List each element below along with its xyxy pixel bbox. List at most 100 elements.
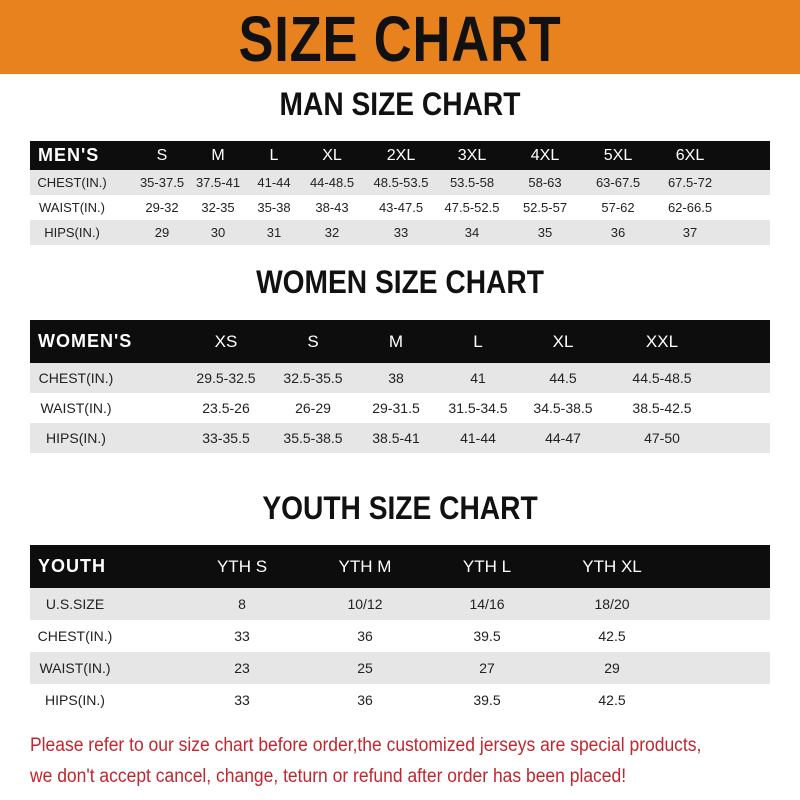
table-cell: 58-63 xyxy=(528,175,562,190)
table-cell: 27 xyxy=(479,660,495,676)
table-cell: 37.5-41 xyxy=(195,175,241,190)
table-cell: 47.5-52.5 xyxy=(444,200,500,215)
table-cell: 31 xyxy=(266,225,282,240)
table-cell: 36 xyxy=(610,225,626,240)
table-cell: 38.5-42.5 xyxy=(632,400,692,416)
table-cell: 38.5-41 xyxy=(372,430,420,446)
size-header: 5XL xyxy=(603,147,633,164)
size-header: 3XL xyxy=(457,147,487,164)
table-cell: 25 xyxy=(357,660,373,676)
row-label: U.S.SIZE xyxy=(45,596,105,612)
banner-title: SIZE CHART xyxy=(238,3,562,75)
table-row: CHEST(IN.) 29.5-32.5 32.5-35.5 38 41 44.5 44.5… xyxy=(30,363,770,393)
table-row: WAIST(IN.) 29-32 32-35 35-38 38-43 43-47.5 47.… xyxy=(30,195,770,220)
table-cell: 44-47 xyxy=(545,430,581,446)
notice-line-2: we don't accept cancel, change, teturn o… xyxy=(30,766,627,787)
size-header: 4XL xyxy=(530,147,560,164)
table-cell: 38 xyxy=(388,370,404,386)
table-cell: 38-43 xyxy=(315,200,349,215)
table-cell: 41-44 xyxy=(257,175,291,190)
table-cell: 29 xyxy=(604,660,620,676)
table-cell: 67.5-72 xyxy=(667,175,713,190)
table-cell: 14/16 xyxy=(469,596,505,612)
size-header: YTH M xyxy=(338,557,392,576)
banner: SIZE CHART xyxy=(0,0,800,75)
table-row: HIPS(IN.) 33 36 39.5 42.5 xyxy=(30,684,770,716)
table-cell: 23.5-26 xyxy=(202,400,250,416)
table-cell: 63-67.5 xyxy=(595,175,641,190)
table-row: U.S.SIZE 8 10/12 14/16 18/20 xyxy=(30,588,770,620)
table-cell: 35.5-38.5 xyxy=(283,430,343,446)
size-header: YTH S xyxy=(216,557,268,576)
table-cell: 42.5 xyxy=(598,628,626,644)
row-label: WAIST(IN.) xyxy=(40,400,112,416)
table-row: CHEST(IN.) 35-37.5 37.5-41 41-44 44-48.5 48.5… xyxy=(30,170,770,195)
table-cell: 29-31.5 xyxy=(372,400,420,416)
table-row: HIPS(IN.) 33-35.5 35.5-38.5 38.5-41 41-44 44-… xyxy=(30,423,770,453)
size-header: 6XL xyxy=(675,147,705,164)
row-label: CHEST(IN.) xyxy=(37,628,113,644)
women-header-row: WOMEN'S XS S M L XL XXL xyxy=(30,320,770,363)
table-cell: 33-35.5 xyxy=(202,430,250,446)
notice-line-1: Please refer to our size chart before or… xyxy=(30,735,702,756)
table-cell: 23 xyxy=(234,660,250,676)
table-cell: 34 xyxy=(464,225,480,240)
table-cell: 44.5 xyxy=(549,370,577,386)
row-label: WAIST(IN.) xyxy=(39,200,105,215)
size-header: YTH XL xyxy=(582,557,642,576)
men-section-title: MAN SIZE CHART xyxy=(279,86,521,122)
table-cell: 36 xyxy=(357,692,373,708)
size-header: S xyxy=(307,332,319,351)
table-cell: 35-38 xyxy=(257,200,291,215)
size-header: XL xyxy=(322,147,342,164)
row-label: HIPS(IN.) xyxy=(46,430,106,446)
header-label: WOMEN'S xyxy=(38,331,133,351)
table-cell: 62-66.5 xyxy=(667,200,713,215)
header-label: MEN'S xyxy=(38,145,100,165)
table-cell: 29-32 xyxy=(145,200,179,215)
table-cell: 30 xyxy=(210,225,226,240)
table-cell: 39.5 xyxy=(473,692,501,708)
table-cell: 48.5-53.5 xyxy=(373,175,429,190)
table-cell: 8 xyxy=(238,596,246,612)
table-row: CHEST(IN.) 33 36 39.5 42.5 xyxy=(30,620,770,652)
size-header: 2XL xyxy=(386,147,416,164)
table-cell: 41 xyxy=(470,370,486,386)
table-cell: 10/12 xyxy=(347,596,383,612)
row-label: WAIST(IN.) xyxy=(39,660,111,676)
table-cell: 33 xyxy=(234,628,250,644)
table-cell: 34.5-38.5 xyxy=(533,400,593,416)
row-label: CHEST(IN.) xyxy=(38,370,114,386)
table-cell: 44.5-48.5 xyxy=(632,370,692,386)
table-cell: 43-47.5 xyxy=(378,200,424,215)
table-cell: 32 xyxy=(324,225,340,240)
table-cell: 32.5-35.5 xyxy=(283,370,343,386)
table-cell: 33 xyxy=(234,692,250,708)
size-header: M xyxy=(211,147,225,164)
row-label: HIPS(IN.) xyxy=(45,692,105,708)
table-cell: 29 xyxy=(154,225,170,240)
table-row: WAIST(IN.) 23 25 27 29 xyxy=(30,652,770,684)
women-section-title: WOMEN SIZE CHART xyxy=(256,264,544,300)
youth-header-row: YOUTH YTH S YTH M YTH L YTH XL xyxy=(30,545,770,588)
table-cell: 18/20 xyxy=(594,596,630,612)
table-cell: 44-48.5 xyxy=(309,175,355,190)
size-header: S xyxy=(156,147,168,164)
youth-section-title: YOUTH SIZE CHART xyxy=(262,490,538,526)
table-cell: 37 xyxy=(682,225,698,240)
size-header: L xyxy=(269,147,279,164)
size-header: XS xyxy=(214,332,238,351)
table-cell: 32-35 xyxy=(201,200,235,215)
men-header-row: MEN'S S M L XL 2XL 3XL 4XL 5XL 6XL xyxy=(30,141,770,170)
table-cell: 26-29 xyxy=(295,400,331,416)
table-cell: 41-44 xyxy=(460,430,496,446)
size-header: XL xyxy=(552,332,574,351)
table-row: WAIST(IN.) 23.5-26 26-29 29-31.5 31.5-34.5 34… xyxy=(30,393,770,423)
size-header: L xyxy=(473,332,483,351)
table-cell: 35-37.5 xyxy=(139,175,185,190)
table-cell: 36 xyxy=(357,628,373,644)
table-cell: 39.5 xyxy=(473,628,501,644)
table-cell: 42.5 xyxy=(598,692,626,708)
table-cell: 31.5-34.5 xyxy=(448,400,508,416)
